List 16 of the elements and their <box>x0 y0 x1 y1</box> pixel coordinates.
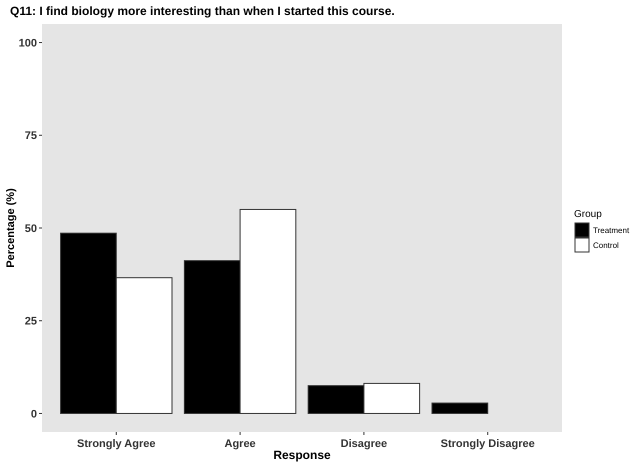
y-tick-label: 25 <box>24 316 37 328</box>
y-tick-label: 75 <box>24 130 37 142</box>
y-tick-label: 0 <box>30 408 37 420</box>
legend-title: Group <box>574 209 602 220</box>
y-axis-title: Percentage (%) <box>5 188 17 268</box>
x-tick-label: Strongly Disagree <box>440 438 535 450</box>
y-tick-label: 100 <box>18 37 37 50</box>
x-axis-title: Response <box>273 448 331 462</box>
x-tick-label: Agree <box>224 438 256 450</box>
x-tick-label: Strongly Agree <box>77 438 156 450</box>
legend-label: Control <box>593 240 620 250</box>
bar <box>432 402 488 414</box>
chart-title: Q11: I find biology more interesting than when I started this course. <box>10 4 395 18</box>
legend-label: Treatment <box>593 226 630 235</box>
y-tick-label: 50 <box>24 222 37 235</box>
x-tick-label: Disagree <box>340 438 388 450</box>
